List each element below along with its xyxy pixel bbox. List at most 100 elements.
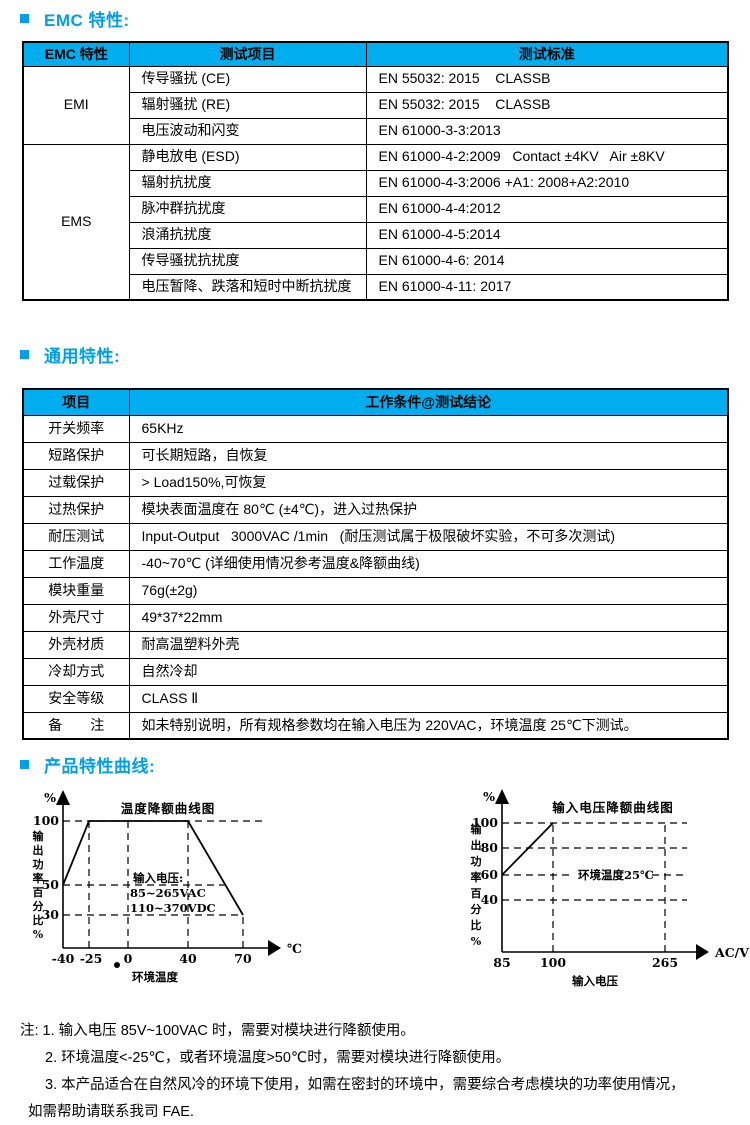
general-table-header: 项目 工作条件@测试结论: [22, 388, 729, 416]
input-voltage-derating-chart: 输入电压降额曲线图 % 100 80 60 40 输 出 功 率 百 分 比 %…: [471, 789, 749, 988]
note-line-1: 注: 1. 输入电压 85V~100VAC 时，需要对模块进行降额使用。: [20, 1023, 415, 1039]
svg-text:70: 70: [234, 951, 252, 966]
test-standard-cell: EN 61000-4-4:2012: [365, 195, 729, 223]
value-cell: 76g(±2g): [128, 576, 729, 605]
svg-text:%: %: [33, 928, 44, 941]
table-row: 过热保护 模块表面温度在 80℃ (±4℃)，进入过热保护: [22, 495, 729, 524]
svg-text:100: 100: [540, 955, 566, 970]
svg-text:85~265VAC: 85~265VAC: [130, 886, 206, 900]
table-row: 外壳尺寸 49*37*22mm: [22, 603, 729, 632]
curves-section-title: 产品特性曲线:: [20, 752, 155, 777]
table-row: 短路保护 可长期短路，自恢复: [22, 441, 729, 470]
footnotes: 注: 1. 输入电压 85V~100VAC 时，需要对模块进行降额使用。 2. …: [20, 1018, 735, 1125]
value-cell: 自然冷却: [128, 657, 729, 686]
general-section-title: 通用特性:: [20, 342, 120, 367]
gridlines: [502, 822, 687, 952]
svg-text:85: 85: [493, 955, 510, 970]
ambient-temp-annotation: 环境温度25℃: [578, 868, 654, 882]
svg-text:分: 分: [471, 902, 482, 916]
item-cell: 过载保护: [22, 468, 130, 497]
table-row: 过载保护 > Load150%,可恢复: [22, 468, 729, 497]
test-standard-cell: EN 61000-4-5:2014: [365, 221, 729, 249]
blue-square-bullet-icon: [20, 760, 29, 769]
svg-text:比: 比: [33, 913, 44, 927]
x-axis-label: 输入电压: [572, 974, 618, 988]
svg-text:40: 40: [481, 892, 499, 907]
chart-title: 温度降额曲线图: [121, 801, 216, 816]
item-cell: 过热保护: [22, 495, 130, 524]
svg-text:110~370VDC: 110~370VDC: [130, 901, 216, 915]
table-row: 备 注 如未特别说明，所有规格参数均在输入电压为 220VAC，环境温度 25℃…: [22, 711, 729, 740]
note-line-4: 如需帮助请联系我司 FAE.: [28, 1104, 194, 1120]
value-cell: 如未特别说明，所有规格参数均在输入电压为 220VAC，环境温度 25℃下测试。: [128, 711, 729, 740]
ems-group-cell: EMS: [22, 143, 130, 301]
svg-text:80: 80: [481, 840, 499, 855]
svg-text:功: 功: [33, 857, 44, 871]
value-cell: Input-Output 3000VAC /1min (耐压测试属于极限破坏实验…: [128, 522, 729, 551]
svg-text:百: 百: [471, 887, 482, 900]
emc-section-title: EMC 特性:: [20, 6, 130, 31]
chart-title: 输入电压降额曲线图: [552, 800, 674, 815]
x-tick-labels: 85 100 265: [493, 955, 678, 970]
test-item-cell: 电压暂降、跌落和短时中断抗扰度: [128, 273, 367, 301]
test-item-col-header: 测试项目: [128, 41, 367, 67]
test-standard-cell: EN 61000-4-2:2009 Contact ±4KV Air ±8KV: [365, 143, 729, 171]
table-row: 辐射抗扰度 EN 61000-4-3:2006 +A1: 2008+A2:201…: [23, 169, 729, 197]
emi-group-cell: EMI: [22, 65, 130, 145]
table-row: 脉冲群抗扰度 EN 61000-4-4:2012: [23, 195, 729, 223]
test-item-cell: 脉冲群抗扰度: [128, 195, 367, 223]
item-cell: 外壳材质: [22, 630, 130, 659]
svg-text:百: 百: [33, 886, 44, 899]
table-row: 耐压测试 Input-Output 3000VAC /1min (耐压测试属于极…: [22, 522, 729, 551]
svg-text:出: 出: [33, 843, 44, 857]
item-cell: 外壳尺寸: [22, 603, 130, 632]
general-table: 项目 工作条件@测试结论 开关频率 65KHz 短路保护 可长期短路，自恢复 过…: [22, 388, 729, 740]
item-col-header: 项目: [22, 388, 130, 416]
svg-text:出: 出: [471, 838, 482, 852]
svg-text:输入电压:: 输入电压:: [133, 871, 183, 885]
table-row: 外壳材质 耐高温塑料外壳: [22, 630, 729, 659]
blue-square-bullet-icon: [20, 350, 29, 359]
item-cell: 开关频率: [22, 414, 130, 443]
test-standard-cell: EN 55032: 2015 CLASSB: [365, 91, 729, 119]
svg-text:-40: -40: [52, 951, 75, 966]
svg-text:0: 0: [124, 951, 133, 966]
emc-table: EMC 特性 测试项目 测试标准 EMI 传导骚扰 (CE) EN 55032:…: [22, 41, 729, 301]
derating-curve-line: [501, 822, 554, 876]
test-standard-cell: EN 61000-4-11: 2017: [365, 273, 729, 301]
svg-text:率: 率: [33, 871, 44, 885]
test-item-cell: 浪涌抗扰度: [128, 221, 367, 249]
table-header-row: EMC 特性 测试项目 测试标准: [22, 41, 729, 67]
axis-dot: [114, 962, 120, 968]
table-row: 冷却方式 自然冷却: [22, 657, 729, 686]
value-cell: 65KHz: [128, 414, 729, 443]
condition-col-header: 工作条件@测试结论: [128, 388, 729, 416]
x-axis-unit: AC/V: [714, 945, 749, 960]
value-cell: 49*37*22mm: [128, 603, 729, 632]
value-cell: CLASS Ⅱ: [128, 684, 729, 713]
item-cell: 模块重量: [22, 576, 130, 605]
x-axis-arrow-icon: [268, 940, 281, 956]
x-tick-labels: -40 -25 0 40 70: [52, 951, 252, 966]
section-title-text: 通用特性:: [44, 347, 121, 366]
item-cell: 工作温度: [22, 549, 130, 578]
table-row: 开关频率 65KHz: [22, 414, 729, 443]
test-item-cell: 电压波动和闪变: [128, 117, 367, 145]
table-row: 安全等级 CLASS Ⅱ: [22, 684, 729, 713]
note-line-3: 3. 本产品适合在自然风冷的环境下使用，如需在密封的环境中，需要综合考虑模块的功…: [45, 1077, 685, 1093]
x-axis-arrow-icon: [696, 944, 709, 960]
table-row: 电压波动和闪变 EN 61000-3-3:2013: [23, 117, 729, 145]
svg-text:分: 分: [33, 899, 44, 913]
svg-text:60: 60: [481, 867, 499, 882]
derating-curve-line: [62, 820, 244, 916]
table-row: 电压暂降、跌落和短时中断抗扰度 EN 61000-4-11: 2017: [23, 273, 729, 301]
note-line-2: 2. 环境温度<-25℃，或者环境温度>50℃时，需要对模块进行降额使用。: [45, 1050, 511, 1066]
emc-col-header: EMC 特性: [22, 41, 130, 67]
item-cell: 安全等级: [22, 684, 130, 713]
y-axis-arrow-icon: [495, 789, 509, 804]
item-cell: 耐压测试: [22, 522, 130, 551]
y-axis-unit: %: [44, 790, 56, 805]
test-item-cell: 传导骚扰 (CE): [128, 65, 367, 93]
test-item-cell: 静电放电 (ESD): [128, 143, 367, 171]
